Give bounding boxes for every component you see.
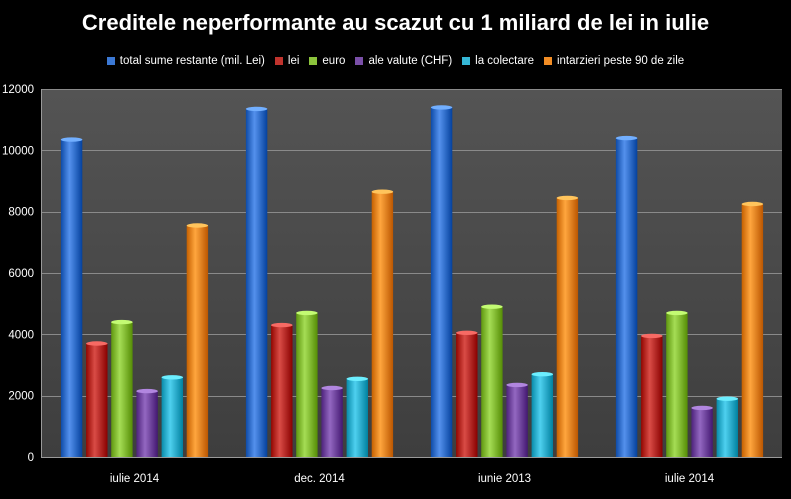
y-tick-label: 2000 [8, 391, 34, 403]
bar-top [641, 333, 663, 339]
legend-swatch [309, 57, 318, 65]
y-tick-labels: 0 2000 4000 6000 8000 10000 12000 [2, 84, 34, 464]
bar-top [346, 376, 368, 381]
bar [556, 197, 579, 457]
bar [481, 306, 503, 457]
bar-top [666, 310, 688, 316]
bar-top [691, 405, 713, 411]
bar [641, 335, 663, 457]
chart-title: Creditele neperformante au scazut cu 1 m… [81, 10, 710, 35]
bar [111, 322, 133, 457]
bar-top [136, 388, 158, 394]
y-tick-label: 8000 [8, 207, 34, 219]
x-tick-label: iulie 2014 [110, 473, 160, 485]
bar [430, 107, 453, 458]
bar-top [161, 375, 183, 380]
bar-top [296, 310, 318, 316]
legend-item: ale valute (CHF) [355, 55, 452, 67]
bar [456, 332, 478, 457]
legend-label: euro [322, 55, 346, 67]
y-tick-label: 12000 [2, 84, 34, 96]
bar [666, 312, 688, 457]
legend-item: la colectare [462, 55, 534, 67]
legend: total sume restante (mil. Lei) lei euro ale… [0, 55, 791, 67]
legend-item: intarzieri peste 90 de zile [543, 55, 685, 67]
bar [741, 204, 764, 457]
legend-swatch [355, 57, 364, 65]
bar-top [430, 105, 453, 110]
bar [716, 398, 738, 457]
y-tick-label: 10000 [2, 145, 34, 157]
legend-swatch [462, 57, 471, 65]
bar [506, 384, 528, 457]
legend-item: euro [309, 55, 345, 67]
legend-label: intarzieri peste 90 de zile [556, 55, 685, 67]
bar-top [716, 396, 738, 401]
bar-top [615, 135, 638, 141]
y-tick-label: 4000 [8, 329, 34, 341]
y-tick-label: 0 [28, 452, 34, 464]
legend-item: lei [274, 55, 300, 67]
bar-top [741, 201, 764, 207]
y-tick-label: 6000 [8, 268, 34, 280]
bar [60, 139, 83, 457]
legend-swatch [543, 57, 552, 65]
legend-label: total sume restante (mil. Lei) [119, 55, 265, 67]
bars [60, 105, 764, 458]
bar-top [531, 372, 553, 377]
bar [321, 388, 343, 457]
bar [245, 108, 268, 458]
bar-top [186, 223, 209, 228]
bar-top [321, 385, 343, 391]
bar-top [86, 341, 108, 346]
bar-top [371, 189, 394, 194]
legend-item: total sume restante (mil. Lei) [106, 55, 265, 67]
bar [136, 391, 158, 457]
bar [296, 312, 318, 457]
bar-top [271, 322, 293, 328]
bar [371, 191, 394, 457]
bar [161, 377, 183, 457]
legend-swatch [274, 57, 283, 65]
bar-top [556, 195, 579, 201]
bar [86, 343, 108, 457]
legend-label: ale valute (CHF) [368, 55, 453, 67]
bar [186, 225, 209, 457]
bar [615, 138, 638, 457]
bar [531, 374, 553, 457]
bar-top [456, 330, 478, 335]
bar [346, 378, 368, 457]
legend-label: lei [287, 55, 300, 67]
bar-top [245, 106, 268, 112]
x-tick-labels: iulie 2014 dec. 2014 iunie 2013 iulie 2014 [110, 473, 715, 485]
bar [691, 407, 713, 457]
bar-top [506, 382, 528, 388]
bar [271, 325, 293, 457]
x-tick-label: iunie 2013 [478, 473, 531, 485]
legend-label: la colectare [475, 55, 534, 67]
bar-top [481, 304, 503, 309]
x-tick-label: dec. 2014 [294, 473, 345, 485]
legend-swatch [106, 57, 115, 65]
bar-top [60, 137, 83, 142]
x-tick-label: iulie 2014 [665, 473, 715, 485]
bar-top [111, 319, 133, 325]
